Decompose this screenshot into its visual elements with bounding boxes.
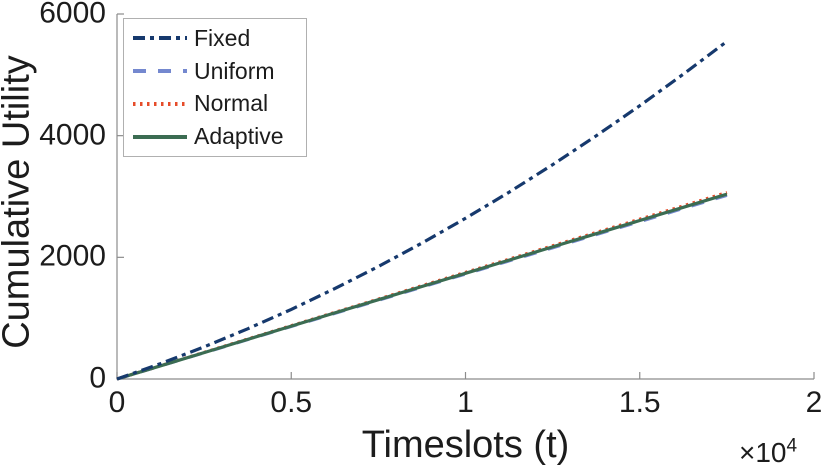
y-tick-label: 6000 (39, 0, 106, 30)
legend-label: Adaptive (194, 123, 284, 150)
series-line-fixed (116, 40, 728, 381)
legend-item-fixed: Fixed (133, 22, 306, 54)
x-tick-label: 1.5 (618, 386, 661, 419)
x-tick-label: 0 (108, 386, 126, 419)
legend-item-normal: Normal (133, 88, 306, 120)
y-axis-title: Cumulative Utility (0, 55, 38, 349)
legend-label: Uniform (194, 57, 275, 84)
multiplier-base: ×10 (739, 437, 787, 468)
legend-label: Fixed (194, 24, 251, 51)
series-line-adaptive (116, 192, 728, 381)
y-tick-label: 2000 (39, 239, 106, 273)
legend-line-sample-dashed (133, 69, 187, 74)
legend-line-sample-solid (133, 134, 187, 139)
x-tick-label: 0.5 (270, 386, 313, 419)
legend-line-sample-dotted (133, 101, 187, 106)
y-tick-label: 0 (89, 361, 106, 395)
x-tick-label: 2 (805, 386, 822, 419)
legend-item-uniform: Uniform (133, 55, 306, 87)
legend-line-sample-dashdot (133, 36, 187, 41)
legend: Fixed Uniform Normal Adaptive (123, 18, 307, 157)
multiplier-exponent: 4 (786, 435, 798, 457)
legend-item-adaptive: Adaptive (133, 121, 306, 153)
y-tick-label: 4000 (39, 118, 106, 152)
x-axis-multiplier: ×104 (739, 437, 797, 469)
x-axis-title: Timeslots (t) (361, 424, 570, 466)
x-tick-label: 1 (457, 386, 474, 419)
legend-label: Normal (194, 90, 269, 117)
